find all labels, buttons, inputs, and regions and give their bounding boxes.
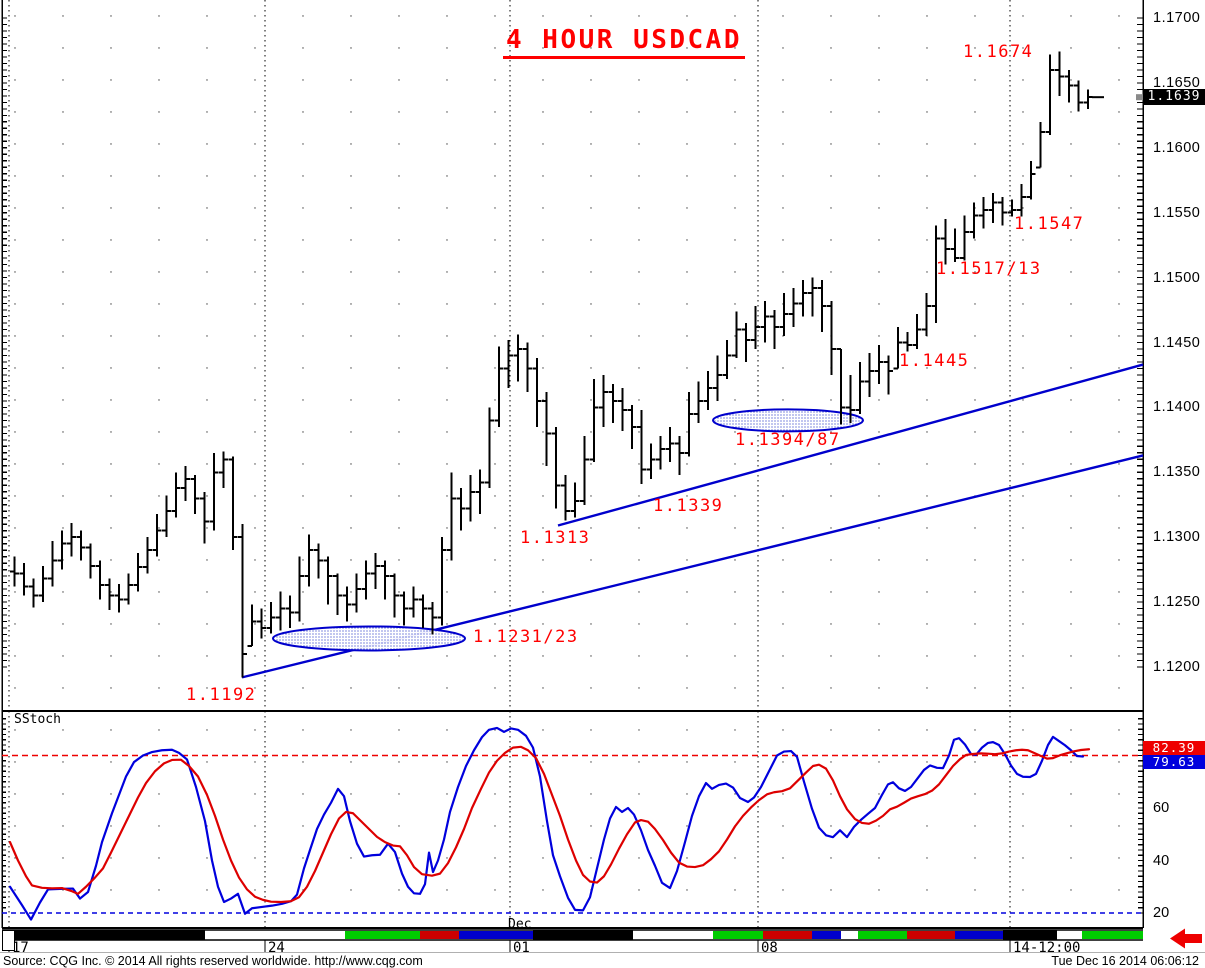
price-axis-label: 1.1350	[1153, 464, 1201, 481]
price-annotation: 1.1394/87	[735, 430, 841, 450]
stoch-slow-value-badge: 82.39	[1143, 741, 1205, 755]
footer-divider	[0, 952, 1205, 953]
stoch-axis-label: 60	[1153, 800, 1170, 816]
x-axis-label: 01	[513, 940, 530, 956]
price-annotation: 1.1547	[1014, 214, 1085, 234]
stoch-panel-label: SStoch	[12, 712, 63, 727]
stoch-fast-value-badge: 79.63	[1143, 755, 1205, 769]
price-axis-label: 1.1450	[1153, 334, 1201, 351]
price-annotation: 1.1517/13	[936, 259, 1042, 279]
price-axis-label: 1.1300	[1153, 529, 1201, 546]
price-annotation: 1.1339	[653, 496, 724, 516]
price-axis-label: 1.1600	[1153, 139, 1201, 156]
price-axis-label: 1.1550	[1153, 204, 1201, 221]
last-price-badge: 1.1639	[1143, 89, 1205, 105]
month-label: Dec	[508, 917, 532, 932]
price-annotation: 1.1445	[899, 351, 970, 371]
price-axis-label: 1.1700	[1153, 10, 1201, 26]
axis-corner-box	[2, 930, 15, 951]
x-axis-label: 08	[761, 940, 778, 956]
price-axis-label: 1.1250	[1153, 594, 1201, 611]
price-annotation: 1.1231/23	[473, 627, 579, 647]
price-axis-label: 1.1650	[1153, 74, 1201, 91]
price-axis-label: 1.1400	[1153, 399, 1201, 416]
price-annotation: 1.1192	[186, 685, 257, 705]
stoch-axis-label: 20	[1153, 905, 1170, 921]
price-axis-label: 1.1200	[1153, 659, 1201, 675]
stoch-axis-label: 40	[1153, 852, 1170, 869]
chart-title: 4 HOUR USDCAD	[503, 25, 745, 59]
price-annotation: 1.1313	[520, 528, 591, 548]
timestamp: Tue Dec 16 2014 06:06:12	[1051, 954, 1199, 968]
source-credit: Source: CQG Inc. © 2014 All rights reser…	[3, 954, 423, 968]
price-axis-label: 1.1500	[1153, 269, 1201, 286]
price-annotation: 1.1674	[963, 42, 1034, 62]
